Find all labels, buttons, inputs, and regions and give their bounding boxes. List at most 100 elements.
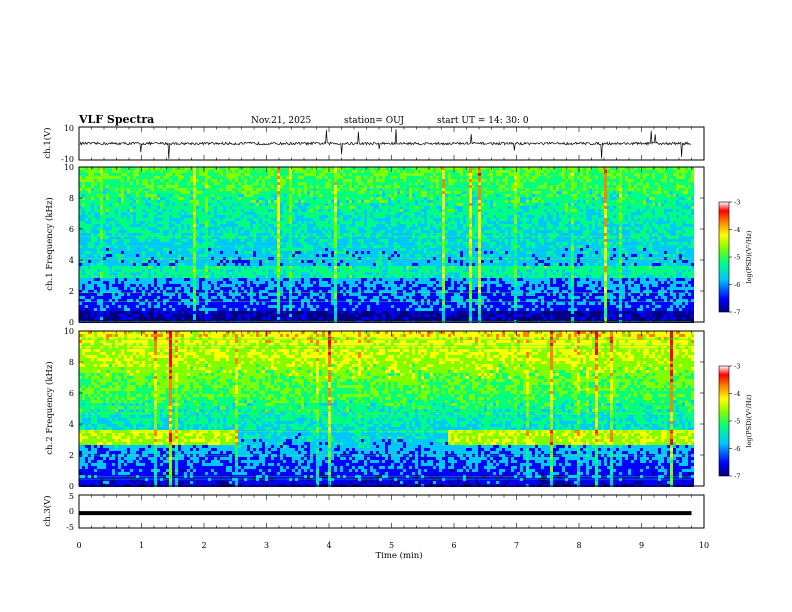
spectrogram-cell xyxy=(109,254,112,257)
spectrogram-cell xyxy=(154,197,157,200)
spectrogram-cell xyxy=(160,287,163,290)
spectrogram-cell xyxy=(139,176,142,179)
spectrogram-cell xyxy=(154,194,157,197)
spectrogram-cell xyxy=(244,176,247,179)
spectrogram-cell xyxy=(130,230,133,233)
spectrogram-cell xyxy=(136,239,139,242)
spectrogram-cell xyxy=(157,287,160,290)
spectrogram-cell xyxy=(160,182,163,185)
spectrogram-cell xyxy=(238,305,241,308)
spectrogram-cell xyxy=(94,209,97,212)
spectrogram-cell xyxy=(139,308,142,311)
spectrogram-cell xyxy=(280,227,283,230)
spectrogram-cell xyxy=(160,230,163,233)
spectrogram-cell xyxy=(124,251,127,254)
spectrogram-cell xyxy=(139,182,142,185)
spectrogram-cell xyxy=(190,203,193,206)
spectrogram-cell xyxy=(277,287,280,290)
spectrogram-cell xyxy=(244,203,247,206)
spectrogram-cell xyxy=(124,275,127,278)
spectrogram-cell xyxy=(139,179,142,182)
spectrogram-cell xyxy=(196,227,199,230)
spectrogram-cell xyxy=(88,317,91,320)
spectrogram-cell xyxy=(223,248,226,251)
spectrogram-cell xyxy=(277,314,280,317)
spectrogram-cell xyxy=(97,197,100,200)
spectrogram-cell xyxy=(319,170,322,173)
spectrogram-cell xyxy=(295,194,298,197)
spectrogram-cell xyxy=(199,233,202,236)
spectrogram-cell xyxy=(199,206,202,209)
spectrogram-cell xyxy=(343,263,346,266)
spectrogram-cell xyxy=(235,293,238,296)
spectrogram-cell xyxy=(259,269,262,272)
spectrogram-cell xyxy=(211,230,214,233)
spectrogram-cell xyxy=(82,221,85,224)
spectrogram-cell xyxy=(268,215,271,218)
spectrogram-cell xyxy=(97,305,100,308)
spectrogram-cell xyxy=(181,221,184,224)
spectrogram-cell xyxy=(109,188,112,191)
spectrogram-cell xyxy=(160,260,163,263)
spectrogram-cell xyxy=(217,188,220,191)
spectrogram-cell xyxy=(259,188,262,191)
ch1-waveform-ylabel: ch.1(V) xyxy=(42,127,53,158)
spectrogram-cell xyxy=(223,173,226,176)
spectrogram-cell xyxy=(217,269,220,272)
spectrogram-cell xyxy=(142,200,145,203)
spectrogram-cell xyxy=(226,173,229,176)
spectrogram-cell xyxy=(142,212,145,215)
spectrogram-cell xyxy=(265,242,268,245)
spectrogram-cell xyxy=(235,314,238,317)
spectrogram-cell xyxy=(331,221,334,224)
spectrogram-cell xyxy=(214,233,217,236)
spectrogram-cell xyxy=(265,227,268,230)
spectrogram-cell xyxy=(151,176,154,179)
spectrogram-cell xyxy=(289,227,292,230)
spectrogram-cell xyxy=(193,284,196,287)
spectrogram-cell xyxy=(313,266,316,269)
spectrogram-cell xyxy=(151,227,154,230)
spectrogram-cell xyxy=(208,233,211,236)
spectrogram-cell xyxy=(265,206,268,209)
spectrogram-cell xyxy=(343,314,346,317)
spectrogram-cell xyxy=(127,251,130,254)
spectrogram-cell xyxy=(136,275,139,278)
spectrogram-cell xyxy=(121,245,124,248)
spectrogram-cell xyxy=(118,242,121,245)
spectrogram-cell xyxy=(265,173,268,176)
spectrogram-cell xyxy=(349,251,352,254)
spectrogram-cell xyxy=(181,263,184,266)
spectrogram-cell xyxy=(118,224,121,227)
spectrogram-cell xyxy=(139,299,142,302)
spectrogram-cell xyxy=(100,293,103,296)
spectrogram-cell xyxy=(295,254,298,257)
spectrogram-cell xyxy=(211,203,214,206)
spectrogram-cell xyxy=(109,239,112,242)
spectrogram-cell xyxy=(265,176,268,179)
spectrogram-cell xyxy=(124,173,127,176)
spectrogram-cell xyxy=(154,233,157,236)
spectrogram-cell xyxy=(127,248,130,251)
spectrogram-cell xyxy=(325,176,328,179)
spectrogram-cell xyxy=(337,302,340,305)
spectrogram-cell xyxy=(130,302,133,305)
spectrogram-cell xyxy=(268,248,271,251)
spectrogram-cell xyxy=(211,308,214,311)
spectrogram-cell xyxy=(355,284,358,287)
spectrogram-cell xyxy=(271,191,274,194)
spectrogram-cell xyxy=(163,308,166,311)
spectrogram-cell xyxy=(247,269,250,272)
spectrogram-cell xyxy=(301,200,304,203)
spectrogram-cell xyxy=(151,311,154,314)
spectrogram-cell xyxy=(157,311,160,314)
spectrogram-cell xyxy=(301,188,304,191)
spectrogram-cell xyxy=(229,251,232,254)
spectrogram-cell xyxy=(172,224,175,227)
spectrogram-cell xyxy=(94,245,97,248)
spectrogram-cell xyxy=(112,203,115,206)
spectrogram-cell xyxy=(280,293,283,296)
spectrogram-cell xyxy=(322,269,325,272)
spectrogram-cell xyxy=(208,308,211,311)
spectrogram-cell xyxy=(184,314,187,317)
